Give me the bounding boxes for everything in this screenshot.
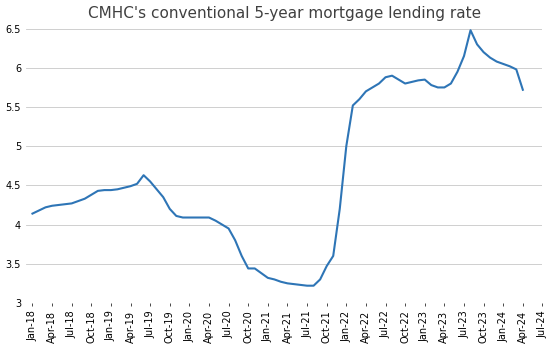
Title: CMHC's conventional 5-year mortgage lending rate: CMHC's conventional 5-year mortgage lend… (87, 6, 481, 21)
